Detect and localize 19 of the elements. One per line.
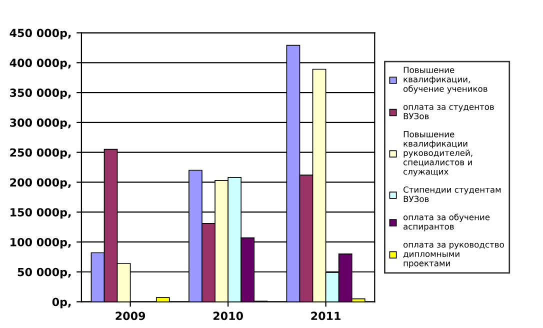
x-tick-label: 2010 xyxy=(213,312,243,320)
y-tick-label: 50 000р, xyxy=(18,268,71,278)
y-tick-label: 350 000р, xyxy=(10,88,71,100)
legend-label: оплата за студентов ВУЗов xyxy=(403,105,494,120)
y-tick-label: 300 000р, xyxy=(10,118,71,129)
y-tick-label: 150 000р, xyxy=(10,208,71,219)
x-tick-label: 2009 xyxy=(116,312,146,320)
legend-label: Повышение квалификации, обучение учеников xyxy=(403,66,488,94)
y-tick-label: 400 000р, xyxy=(10,58,71,70)
x-tick-label: 2011 xyxy=(311,312,340,320)
legend-label: Стипендии студентам ВУЗов xyxy=(404,186,501,202)
legend-label: оплата за руководство дипломными проектами xyxy=(403,242,504,268)
y-tick-label: 100 000р, xyxy=(10,238,71,249)
y-tick-label: 200 000р, xyxy=(10,178,71,189)
y-tick-label: 450 000р, xyxy=(10,28,71,40)
legend-label: оплата за обучение аспирантов xyxy=(403,214,490,232)
y-tick-label: 250 000р, xyxy=(10,148,71,159)
y-tick-label: 0р, xyxy=(52,298,71,308)
legend-label: Повышение квалификации руководителей, специалистов и служащих xyxy=(403,131,472,176)
